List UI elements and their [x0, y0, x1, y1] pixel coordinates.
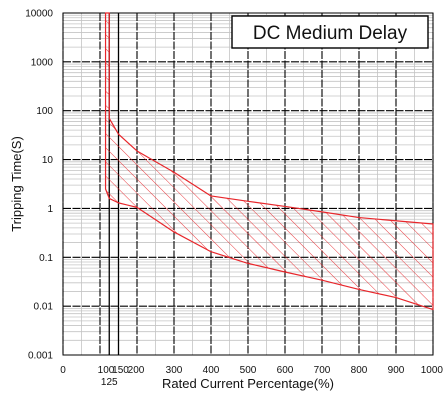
- y-tick-label: 100: [36, 106, 53, 117]
- x-tick-label: 100: [98, 365, 115, 376]
- y-tick-labels: 0.001 0.01 0.1 1 10 100 1000 10000: [25, 9, 53, 362]
- x-tick-label: 500: [240, 365, 257, 376]
- x-tick-label: 150: [112, 365, 129, 376]
- y-tick-label: 0.001: [28, 351, 53, 362]
- x-tick-label: 900: [388, 365, 405, 376]
- y-tick-label: 1000: [31, 57, 54, 68]
- x-tick-label: 0: [60, 365, 66, 376]
- x-tick-label: 1000: [421, 365, 443, 376]
- y-tick-label: 10: [42, 155, 54, 166]
- tripping-band: [104, 12, 434, 311]
- y-axis-label: Tripping Time(S): [9, 136, 24, 232]
- x-tick-label: 300: [166, 365, 183, 376]
- x-tick-label: 200: [128, 365, 145, 376]
- chart-title-box: DC Medium Delay: [231, 15, 429, 49]
- tripping-curve: [104, 12, 434, 311]
- y-tick-label: 1: [47, 204, 53, 215]
- y-tick-label: 10000: [25, 9, 53, 20]
- x-axis-label: Rated Current Percentage(%): [162, 376, 334, 391]
- x-tick-label: 400: [203, 365, 220, 376]
- x-tick-label: 600: [277, 365, 294, 376]
- x-tick-label: 800: [351, 365, 368, 376]
- x-tick-label: 700: [314, 365, 331, 376]
- chart-title: DC Medium Delay: [253, 23, 408, 44]
- x-tick-label: 125: [101, 377, 118, 388]
- y-tick-label: 0.01: [34, 302, 54, 313]
- y-tick-label: 0.1: [39, 253, 53, 264]
- plot-frame: [62, 12, 434, 356]
